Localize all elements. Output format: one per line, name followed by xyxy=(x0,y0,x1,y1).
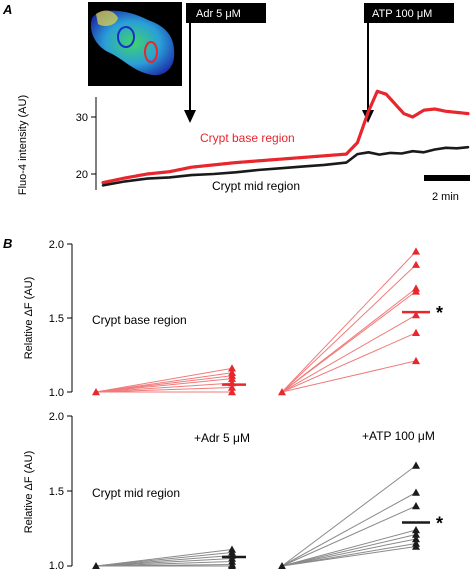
b2-atp-point xyxy=(412,542,420,550)
b2-ytick-1: 1.0 xyxy=(49,560,64,569)
b1-y-label: Relative ΔF (AU) xyxy=(23,277,35,360)
base-region-roi xyxy=(144,41,158,63)
b1-atp-pair-line xyxy=(281,264,417,393)
b2-paired-data: * xyxy=(92,461,443,569)
b1-adr-pair-line xyxy=(95,387,233,393)
a-ytick-30: 30 xyxy=(76,112,88,124)
b1-adr-pair-line xyxy=(95,382,233,393)
panel-b-bottom-axis: 2.0 1.5 1.0 Relative ΔF (AU) xyxy=(23,411,73,569)
b2-atp-pair-line xyxy=(281,492,417,567)
b1-ytick-1-5: 1.5 xyxy=(49,313,64,325)
panel-a-traces xyxy=(101,89,470,187)
b1-atp-point xyxy=(412,247,420,255)
b1-atp-point xyxy=(412,287,420,295)
panel-a-y-axis: 30 20 Fluo-4 intensity (AU) xyxy=(17,95,97,195)
trace-mid-region xyxy=(101,145,470,187)
b1-atp-pair-line xyxy=(281,314,417,393)
b2-region-label: Crypt mid region xyxy=(92,486,180,500)
b2-atp-point xyxy=(412,461,420,469)
b1-atp-point xyxy=(412,260,420,268)
b2-atp-point xyxy=(412,502,420,510)
b2-ytick-1-5: 1.5 xyxy=(49,486,64,498)
b1-significance-star: * xyxy=(436,303,443,323)
b1-region-label: Crypt base region xyxy=(92,313,187,327)
b1-atp-point xyxy=(412,356,420,365)
b1-adr-point xyxy=(228,364,236,372)
condition-label-atp: +ATP 100 μM xyxy=(362,429,435,443)
b2-ytick-2: 2.0 xyxy=(49,411,64,423)
b2-atp-baseline-point xyxy=(278,562,286,569)
b2-atp-pair-line xyxy=(281,534,417,567)
b2-atp-pair-line xyxy=(281,538,417,567)
series-label-mid: Crypt mid region xyxy=(212,179,300,193)
panel-a-letter: A xyxy=(2,2,12,17)
b1-atp-point xyxy=(412,328,420,336)
adr-stimulus: Adr 5 μM xyxy=(184,3,266,123)
panel-b-letter: B xyxy=(3,236,12,251)
trace-base-region xyxy=(101,89,470,185)
a-y-label: Fluo-4 intensity (AU) xyxy=(17,95,29,195)
b2-adr-baseline-point xyxy=(92,562,100,569)
atp-stimulus-label: ATP 100 μM xyxy=(372,8,432,20)
scale-bar-label: 2 min xyxy=(432,191,459,203)
adr-stimulus-label: Adr 5 μM xyxy=(196,8,241,20)
panel-b-top-axis: 2.0 1.5 1.0 Relative ΔF (AU) xyxy=(23,239,73,399)
condition-label-adr: +Adr 5 μM xyxy=(194,431,250,445)
b2-atp-pair-line xyxy=(281,529,417,567)
mid-region-roi xyxy=(117,26,135,48)
micrograph-inset xyxy=(88,2,182,86)
b1-atp-pair-line xyxy=(281,251,417,393)
scale-bar: 2 min xyxy=(424,175,470,203)
a-ytick-20: 20 xyxy=(76,169,88,181)
b1-adr-point xyxy=(228,374,236,382)
b1-atp-pair-line xyxy=(281,360,417,393)
b1-atp-point xyxy=(412,311,420,319)
b2-atp-pair-line xyxy=(281,505,417,567)
b1-atp-pair-line xyxy=(281,290,417,393)
b1-adr-point xyxy=(228,388,236,396)
atp-stimulus: ATP 100 μM xyxy=(362,3,454,123)
b1-adr-baseline-point xyxy=(92,388,100,396)
adr-arrow-head xyxy=(184,110,196,123)
b1-atp-pair-line xyxy=(281,332,417,393)
b2-atp-pair-line xyxy=(281,546,417,567)
b1-adr-point xyxy=(228,383,236,391)
b2-adr-point xyxy=(228,562,236,569)
b2-atp-point xyxy=(412,488,420,496)
b1-adr-pair-line xyxy=(95,378,233,393)
b2-atp-point xyxy=(412,526,420,534)
b1-adr-pair-line xyxy=(95,367,233,393)
b2-significance-star: * xyxy=(436,514,443,534)
b2-atp-pair-line xyxy=(281,465,417,567)
b1-ytick-1: 1.0 xyxy=(49,387,64,399)
b2-atp-point xyxy=(412,530,420,538)
series-label-base: Crypt base region xyxy=(200,131,295,145)
b1-atp-baseline-point xyxy=(278,388,286,396)
b1-ytick-2: 2.0 xyxy=(49,239,64,251)
b2-y-label: Relative ΔF (AU) xyxy=(23,451,35,534)
b2-atp-point xyxy=(412,535,420,543)
b1-paired-data: * xyxy=(92,247,443,396)
